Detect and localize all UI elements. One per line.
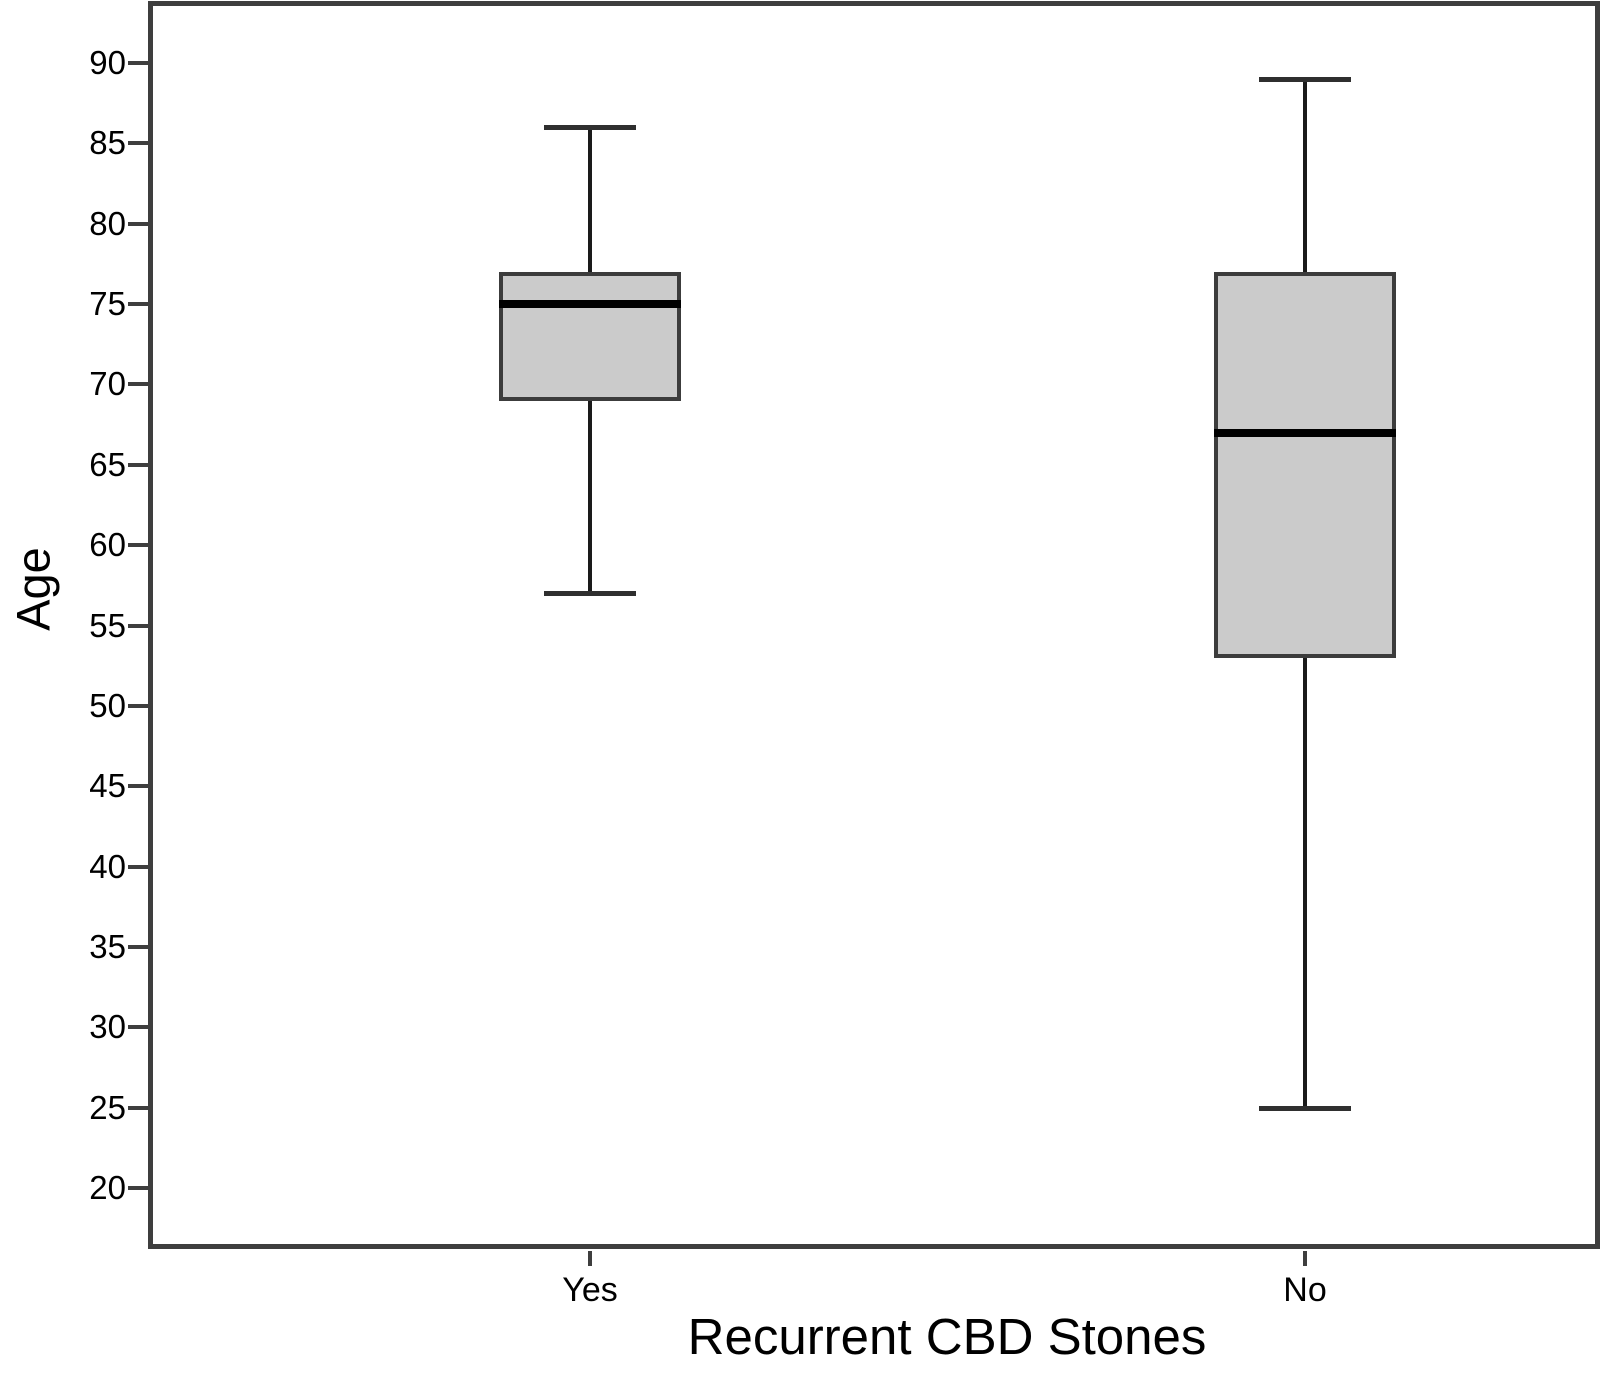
whisker-upper: [1303, 79, 1307, 272]
y-axis-title-text: Age: [6, 547, 60, 631]
y-tick-mark: [128, 784, 152, 788]
x-tick-mark: [1303, 1251, 1307, 1266]
y-tick-label: 65: [89, 446, 126, 483]
y-tick-mark: [128, 945, 152, 949]
y-tick-label: 90: [89, 44, 126, 81]
y-tick-mark: [128, 1186, 152, 1190]
y-tick-label: 20: [89, 1169, 126, 1206]
y-tick-label: 35: [89, 928, 126, 965]
iqr-box: [499, 272, 681, 401]
whisker-lower: [588, 401, 592, 593]
y-tick-mark: [128, 463, 152, 467]
y-tick-label: 25: [89, 1089, 126, 1126]
y-tick-label: 40: [89, 848, 126, 885]
y-tick-mark: [128, 543, 152, 547]
y-tick-mark: [128, 61, 152, 65]
whisker-upper: [588, 127, 592, 272]
y-tick-label: 45: [89, 767, 126, 804]
y-tick-label: 50: [89, 687, 126, 724]
y-tick-label: 70: [89, 365, 126, 402]
y-tick-mark: [128, 302, 152, 306]
median-line: [1214, 429, 1396, 437]
iqr-box: [1214, 272, 1396, 658]
y-tick-label: 85: [89, 124, 126, 161]
y-tick-mark: [128, 1106, 152, 1110]
y-tick-mark: [128, 222, 152, 226]
y-tick-mark: [128, 865, 152, 869]
whisker-cap-bottom: [544, 591, 636, 596]
x-category-label: No: [1283, 1271, 1327, 1309]
y-tick-label: 80: [89, 205, 126, 242]
x-tick-mark: [588, 1251, 592, 1266]
y-tick-mark: [128, 624, 152, 628]
y-tick-mark: [128, 141, 152, 145]
x-category-label: Yes: [562, 1271, 618, 1309]
y-tick-mark: [128, 382, 152, 386]
whisker-lower: [1303, 658, 1307, 1108]
y-tick-label: 55: [89, 607, 126, 644]
y-tick-mark: [128, 1025, 152, 1029]
y-tick-mark: [128, 704, 152, 708]
y-tick-label: 60: [89, 526, 126, 563]
x-axis-title: Recurrent CBD Stones: [687, 1308, 1207, 1365]
whisker-cap-top: [544, 125, 636, 130]
whisker-cap-top: [1259, 77, 1351, 82]
y-tick-label: 30: [89, 1008, 126, 1045]
y-tick-label: 75: [89, 285, 126, 322]
whisker-cap-bottom: [1259, 1106, 1351, 1111]
median-line: [499, 300, 681, 308]
